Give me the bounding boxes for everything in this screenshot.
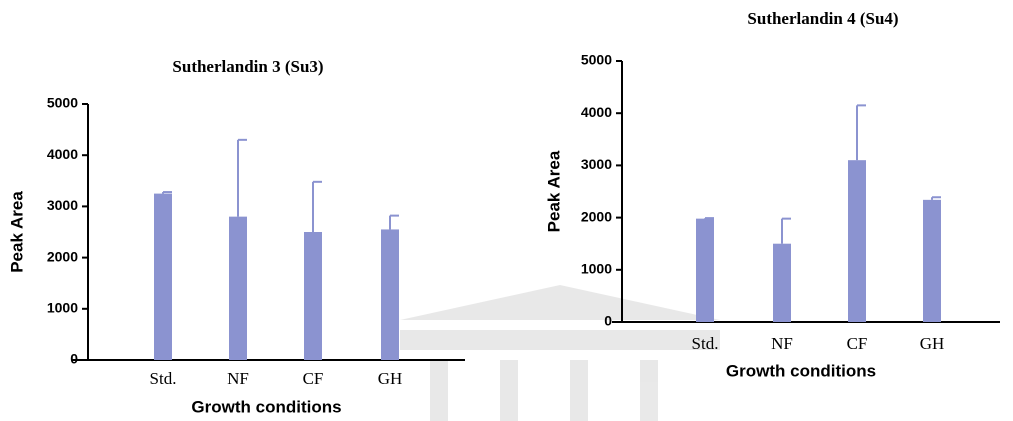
y-tick-label: 4000 <box>581 104 612 120</box>
x-tick-label: CF <box>303 369 324 388</box>
bar <box>304 232 322 360</box>
x-axis-label: Growth conditions <box>191 397 341 416</box>
x-tick-label: Std. <box>692 334 719 353</box>
x-tick-label: CF <box>847 334 868 353</box>
y-tick-label: 5000 <box>47 95 78 111</box>
x-tick-label: GH <box>378 369 403 388</box>
x-axis-label: Growth conditions <box>726 361 876 380</box>
y-tick-label: 0 <box>70 351 78 367</box>
chart-title: Sutherlandin 3 (Su3) <box>172 57 323 76</box>
bar <box>773 244 791 322</box>
y-tick-label: 5000 <box>581 52 612 68</box>
y-tick-label: 2000 <box>47 248 78 264</box>
y-tick-label: 0 <box>604 313 612 329</box>
y-tick-label: 1000 <box>581 261 612 277</box>
y-tick-label: 4000 <box>47 146 78 162</box>
y-tick-label: 1000 <box>47 300 78 316</box>
bar <box>923 200 941 322</box>
bar <box>381 229 399 360</box>
x-tick-label: NF <box>771 334 793 353</box>
bar <box>848 160 866 322</box>
y-tick-label: 3000 <box>581 156 612 172</box>
x-tick-label: NF <box>227 369 249 388</box>
x-tick-label: GH <box>920 334 945 353</box>
bar <box>154 194 172 360</box>
y-axis-label: Peak Area <box>544 150 563 232</box>
watermark <box>400 285 720 421</box>
chart-figure: Sutherlandin 3 (Su3) Peak Area Growth cond… <box>0 0 1013 421</box>
chart-title: Sutherlandin 4 (Su4) <box>747 9 898 28</box>
y-tick-label: 3000 <box>47 197 78 213</box>
y-tick-label: 2000 <box>581 208 612 224</box>
y-axis-label: Peak Area <box>7 191 26 273</box>
x-tick-label: Std. <box>150 369 177 388</box>
bar <box>696 219 714 322</box>
bar <box>229 217 247 360</box>
